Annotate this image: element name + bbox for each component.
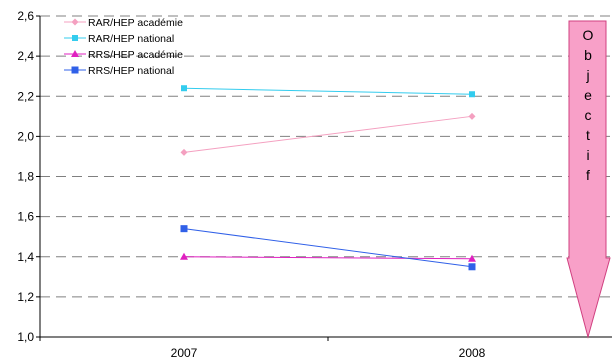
y-tick-label: 1,4: [17, 250, 34, 264]
data-point: [468, 254, 476, 262]
y-tick-label: 2,2: [17, 89, 34, 103]
data-point: [180, 148, 188, 156]
series-line: [183, 115, 473, 153]
x-tick-label: 2008: [459, 346, 486, 360]
objectif-letter: i: [586, 147, 589, 163]
objectif-letter: e: [584, 87, 592, 103]
legend-item: RRS/HEP national: [64, 65, 174, 77]
y-tick-label: 2,0: [17, 129, 34, 143]
legend-item: RAR/HEP national: [64, 33, 174, 45]
y-tick-label: 2,6: [17, 9, 34, 23]
y-tick-label: 1,0: [17, 330, 34, 344]
series-1: [180, 112, 476, 156]
objectif-letter: t: [586, 127, 590, 143]
y-tick-label: 2,4: [17, 49, 34, 63]
y-tick-label: 1,2: [17, 290, 34, 304]
objectif-letter: O: [583, 27, 594, 43]
series-layer: [180, 85, 476, 271]
data-point: [469, 91, 475, 98]
objectif-letter: b: [584, 47, 592, 63]
legend-swatch-marker: [71, 66, 79, 74]
data-point: [468, 112, 476, 120]
objectif-arrow-shape: [566, 20, 611, 339]
data-point: [180, 225, 188, 233]
data-point: [468, 263, 476, 271]
series-line: [183, 87, 473, 95]
series-line: [183, 228, 473, 268]
legend-swatch-marker: [72, 35, 78, 41]
x-tick-labels: 2007 2008: [39, 337, 486, 360]
y-tick-labels: 1,0 1,2 1,4 1,6 1,8 2,0 2,2 2,4 2,6: [17, 9, 40, 344]
objectif-letter: j: [585, 67, 589, 83]
legend-label: RRS/HEP national: [88, 65, 174, 77]
series-line: [183, 256, 473, 260]
legend-label: RAR/HEP national: [88, 33, 174, 45]
data-point: [181, 85, 187, 92]
legend-item: RRS/HEP académie: [64, 49, 183, 61]
series-4: [180, 225, 476, 271]
objectif-letter: f: [586, 167, 590, 183]
x-tick-label: 2007: [171, 346, 198, 360]
y-tick-label: 1,8: [17, 170, 34, 184]
series-3: [180, 252, 476, 262]
series-2: [181, 85, 475, 98]
legend-swatch-marker: [71, 18, 79, 26]
legend-item: RAR/HEP académie: [64, 17, 183, 29]
objectif-letter: c: [585, 107, 592, 123]
data-point: [180, 252, 188, 260]
legend: RAR/HEP académie RAR/HEP national RRS/HEP …: [64, 17, 183, 77]
legend-label: RRS/HEP académie: [88, 49, 183, 61]
y-tick-label: 1,6: [17, 210, 34, 224]
legend-swatch-marker: [71, 50, 79, 57]
legend-label: RAR/HEP académie: [88, 17, 183, 29]
